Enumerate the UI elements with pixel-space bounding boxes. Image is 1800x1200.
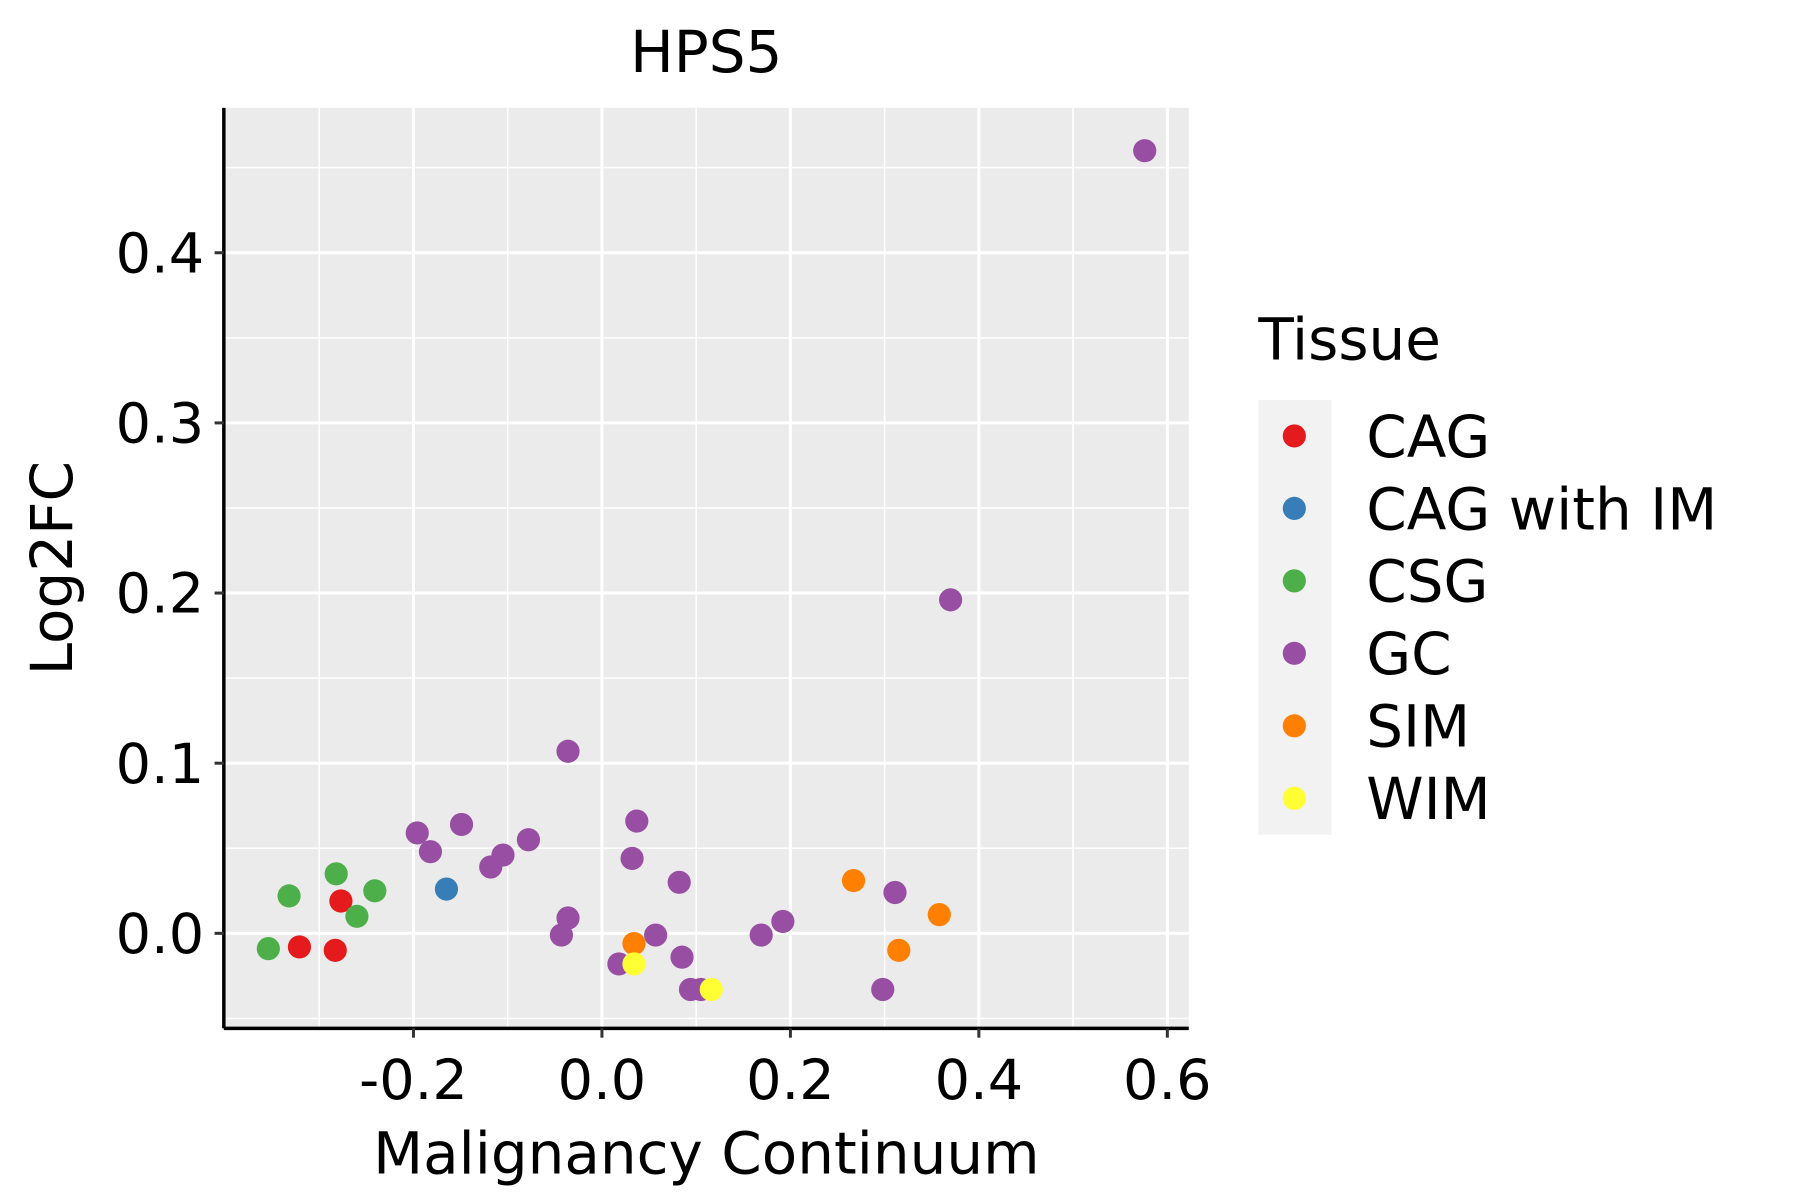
point-cag-with-im: [434, 877, 459, 901]
y-tick-label: 0.3: [116, 392, 205, 457]
point-gc: [883, 880, 907, 905]
legend-label-cag-with-im: CAG with IM: [1366, 475, 1717, 543]
point-sim: [622, 931, 646, 956]
y-tick-label: 0.2: [116, 562, 205, 627]
legend-label-sim: SIM: [1366, 693, 1470, 761]
point-csg: [256, 937, 280, 961]
point-gc: [405, 821, 429, 845]
y-tick-label: 0.4: [116, 221, 205, 286]
legend-title: Tissue: [1257, 305, 1441, 373]
x-axis-label: Malignancy Continuum: [373, 1119, 1039, 1187]
point-cag: [329, 889, 353, 913]
grid-lines: [223, 107, 1189, 1029]
legend-label-cag: CAG: [1366, 403, 1490, 471]
y-tick-label: 0.0: [116, 902, 205, 967]
point-csg: [277, 884, 301, 908]
point-sim: [841, 868, 866, 893]
point-gc: [449, 812, 474, 837]
legend-key-cag: [1282, 424, 1306, 448]
point-csg: [345, 904, 369, 928]
point-gc: [418, 840, 443, 864]
legend-key-background: [1258, 400, 1332, 835]
legend-label-wim: WIM: [1366, 765, 1490, 833]
point-gc: [1133, 139, 1157, 163]
point-csg: [324, 862, 348, 886]
legend-key-sim: [1282, 714, 1306, 738]
legend-label-csg: CSG: [1366, 548, 1488, 616]
legend-label-gc: GC: [1366, 620, 1451, 688]
x-tick-label: -0.2: [359, 1048, 468, 1113]
point-cag: [287, 935, 312, 959]
point-gc: [938, 588, 963, 612]
chart-title: HPS5: [630, 18, 782, 86]
point-gc: [670, 945, 694, 969]
point-gc: [871, 977, 895, 1002]
plot-panel: [223, 107, 1189, 1029]
point-gc: [516, 828, 541, 852]
point-wim: [622, 952, 646, 976]
point-gc: [644, 923, 668, 947]
x-tick-label: 0.4: [935, 1048, 1024, 1113]
point-csg: [363, 879, 387, 903]
point-gc: [549, 923, 574, 947]
x-tick-label: 0.0: [558, 1048, 647, 1113]
point-gc: [491, 843, 515, 867]
y-axis-label: Log2FC: [18, 461, 86, 675]
y-tick-label: 0.1: [116, 732, 205, 797]
point-gc: [556, 739, 580, 763]
point-cag: [323, 938, 347, 962]
point-gc: [771, 909, 795, 934]
legend-key-wim: [1282, 786, 1306, 810]
point-gc: [749, 923, 773, 947]
x-tick-label: 0.2: [746, 1048, 835, 1113]
data-points: [256, 139, 1157, 1002]
point-sim: [927, 903, 951, 927]
point-sim: [887, 938, 911, 962]
x-tick-label: 0.6: [1123, 1048, 1212, 1113]
point-gc: [667, 870, 691, 894]
legend-key-csg: [1282, 569, 1306, 593]
point-gc: [620, 846, 644, 871]
point-gc: [625, 809, 649, 833]
legend-key-gc: [1282, 641, 1306, 665]
axis-ticks: -0.2 0.0 0.2 0.4 0.6 0.0 0.1 0.2 0.3 0.4: [116, 221, 1212, 1113]
legend-key-cag-with-im: [1282, 496, 1306, 520]
point-wim: [699, 977, 723, 1002]
